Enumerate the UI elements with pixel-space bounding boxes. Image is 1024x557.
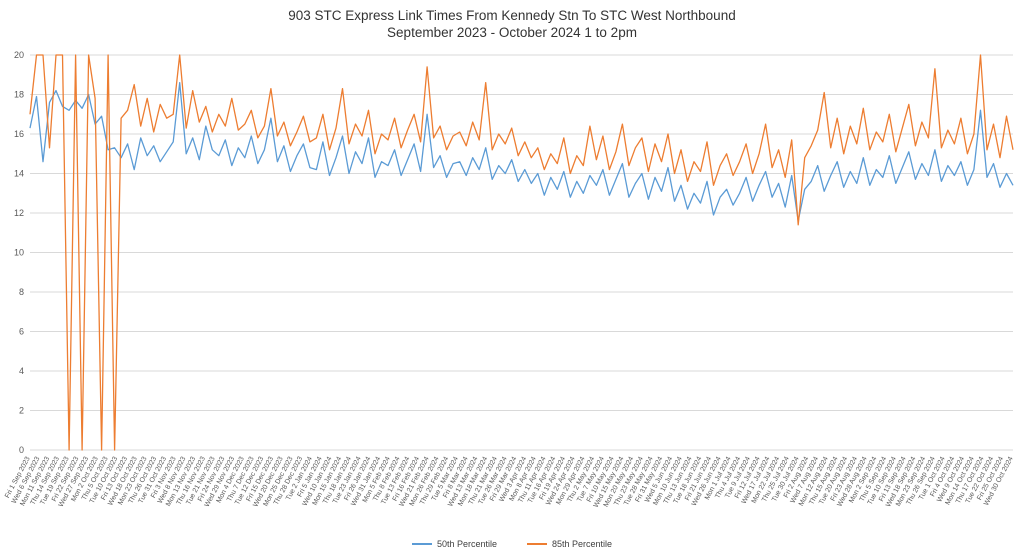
chart-title-line2: September 2023 - October 2024 1 to 2pm	[387, 25, 637, 41]
svg-text:20: 20	[14, 50, 24, 60]
y-gridlines	[30, 54, 1013, 451]
y-axis-tick-labels: 0 2 4 6 8 10 12 14 16 18 20	[14, 50, 24, 455]
chart-legend: 50th Percentile 85th Percentile	[0, 539, 1024, 549]
svg-text:18: 18	[14, 90, 24, 100]
svg-text:2: 2	[19, 406, 24, 416]
legend-swatch-85th-percentile	[527, 543, 547, 545]
svg-text:16: 16	[14, 129, 24, 139]
series-lines	[29, 54, 1014, 451]
legend-label-85th-percentile: 85th Percentile	[552, 539, 613, 549]
legend-label-50th-percentile: 50th Percentile	[436, 539, 497, 549]
legend-swatch-50th-percentile	[411, 543, 432, 545]
svg-text:10: 10	[14, 248, 24, 258]
svg-text:4: 4	[19, 366, 24, 376]
svg-text:6: 6	[19, 327, 24, 337]
svg-text:12: 12	[14, 208, 24, 218]
svg-text:0: 0	[19, 445, 24, 455]
chart-title-line1: 903 STC Express Link Times From Kennedy …	[288, 8, 736, 23]
series-line-50th-percentile	[29, 81, 1014, 222]
chart-title: 903 STC Express Link Times From Kennedy …	[0, 7, 1024, 42]
legend-item-85th-percentile: 85th Percentile	[527, 539, 612, 549]
svg-text:8: 8	[19, 287, 24, 297]
legend-item-50th-percentile: 50th Percentile	[411, 539, 497, 549]
svg-text:14: 14	[14, 169, 24, 179]
series-line-85th-percentile	[29, 54, 1014, 451]
